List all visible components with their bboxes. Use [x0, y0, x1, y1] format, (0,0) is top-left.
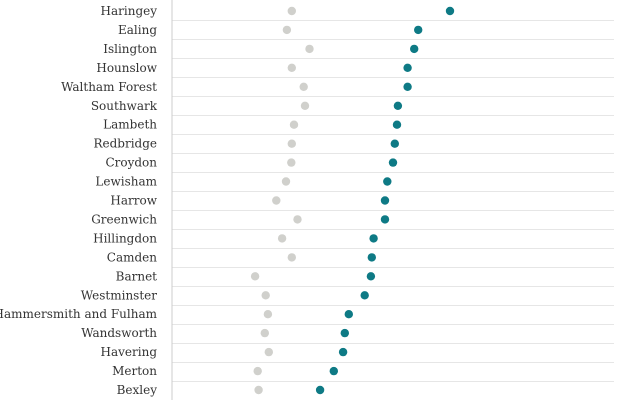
series-1-point: [287, 158, 296, 167]
series-1-point: [300, 101, 310, 111]
series-2-point: [410, 44, 419, 54]
category-label: Bexley: [117, 383, 158, 397]
category-label: Ealing: [118, 23, 157, 37]
series-1-point: [264, 347, 273, 357]
series-1-point: [263, 310, 273, 319]
series-1-point: [277, 234, 287, 243]
series-2-point: [369, 234, 378, 243]
category-label: Barnet: [116, 269, 158, 283]
series-1-point: [272, 196, 281, 205]
series-2-point: [445, 6, 455, 16]
series-2-point: [367, 253, 376, 262]
data-points: [250, 6, 455, 395]
category-label: Lambeth: [103, 118, 157, 132]
series-2-point: [414, 25, 423, 35]
category-label: Hammersmith and Fulham: [0, 307, 158, 321]
series-2-point: [393, 101, 403, 111]
series-2-point: [380, 215, 390, 224]
series-2-point: [366, 272, 376, 281]
category-label: Merton: [112, 364, 157, 378]
category-label: Croydon: [105, 156, 157, 170]
series-2-point: [392, 120, 402, 129]
category-label: Southwark: [91, 99, 158, 113]
series-2-point: [315, 385, 325, 395]
series-1-point: [261, 291, 270, 300]
series-2-point: [329, 366, 338, 376]
series-1-point: [289, 120, 299, 129]
category-label: Islington: [103, 42, 157, 56]
series-1-point: [253, 366, 262, 376]
series-2-point: [340, 328, 349, 338]
category-rows: Haringey Ealing Islington Hounslow Waltham F…: [0, 4, 614, 397]
category-label: Lewisham: [95, 175, 157, 189]
series-1-point: [293, 215, 302, 224]
series-1-point: [287, 139, 296, 148]
series-2-point: [403, 63, 412, 72]
category-label: Hillingdon: [93, 231, 157, 245]
category-label: Havering: [101, 345, 158, 359]
series-1-point: [254, 385, 263, 395]
series-1-point: [305, 44, 314, 54]
category-label: Camden: [107, 250, 157, 264]
series-2-point: [338, 347, 348, 357]
category-label: Greenwich: [91, 212, 157, 226]
series-2-point: [360, 291, 369, 300]
category-label: Waltham Forest: [61, 80, 157, 94]
series-2-point: [388, 158, 398, 167]
series-1-point: [260, 328, 269, 338]
category-label: Redbridge: [93, 137, 157, 151]
series-2-point: [383, 177, 392, 186]
series-1-point: [287, 6, 296, 16]
category-label: Wandsworth: [81, 326, 157, 340]
category-label: Haringey: [101, 4, 158, 18]
series-1-point: [282, 25, 292, 35]
series-1-point: [299, 82, 308, 92]
series-1-point: [281, 177, 291, 186]
series-1-point: [287, 253, 296, 262]
series-2-point: [380, 196, 390, 205]
series-2-point: [390, 139, 399, 148]
series-2-point: [344, 310, 353, 319]
category-label: Harrow: [110, 194, 157, 208]
category-label: Hounslow: [96, 61, 157, 75]
series-1-point: [250, 272, 260, 281]
category-label: Westminster: [81, 288, 157, 302]
series-1-point: [287, 63, 296, 72]
series-2-point: [403, 82, 412, 92]
